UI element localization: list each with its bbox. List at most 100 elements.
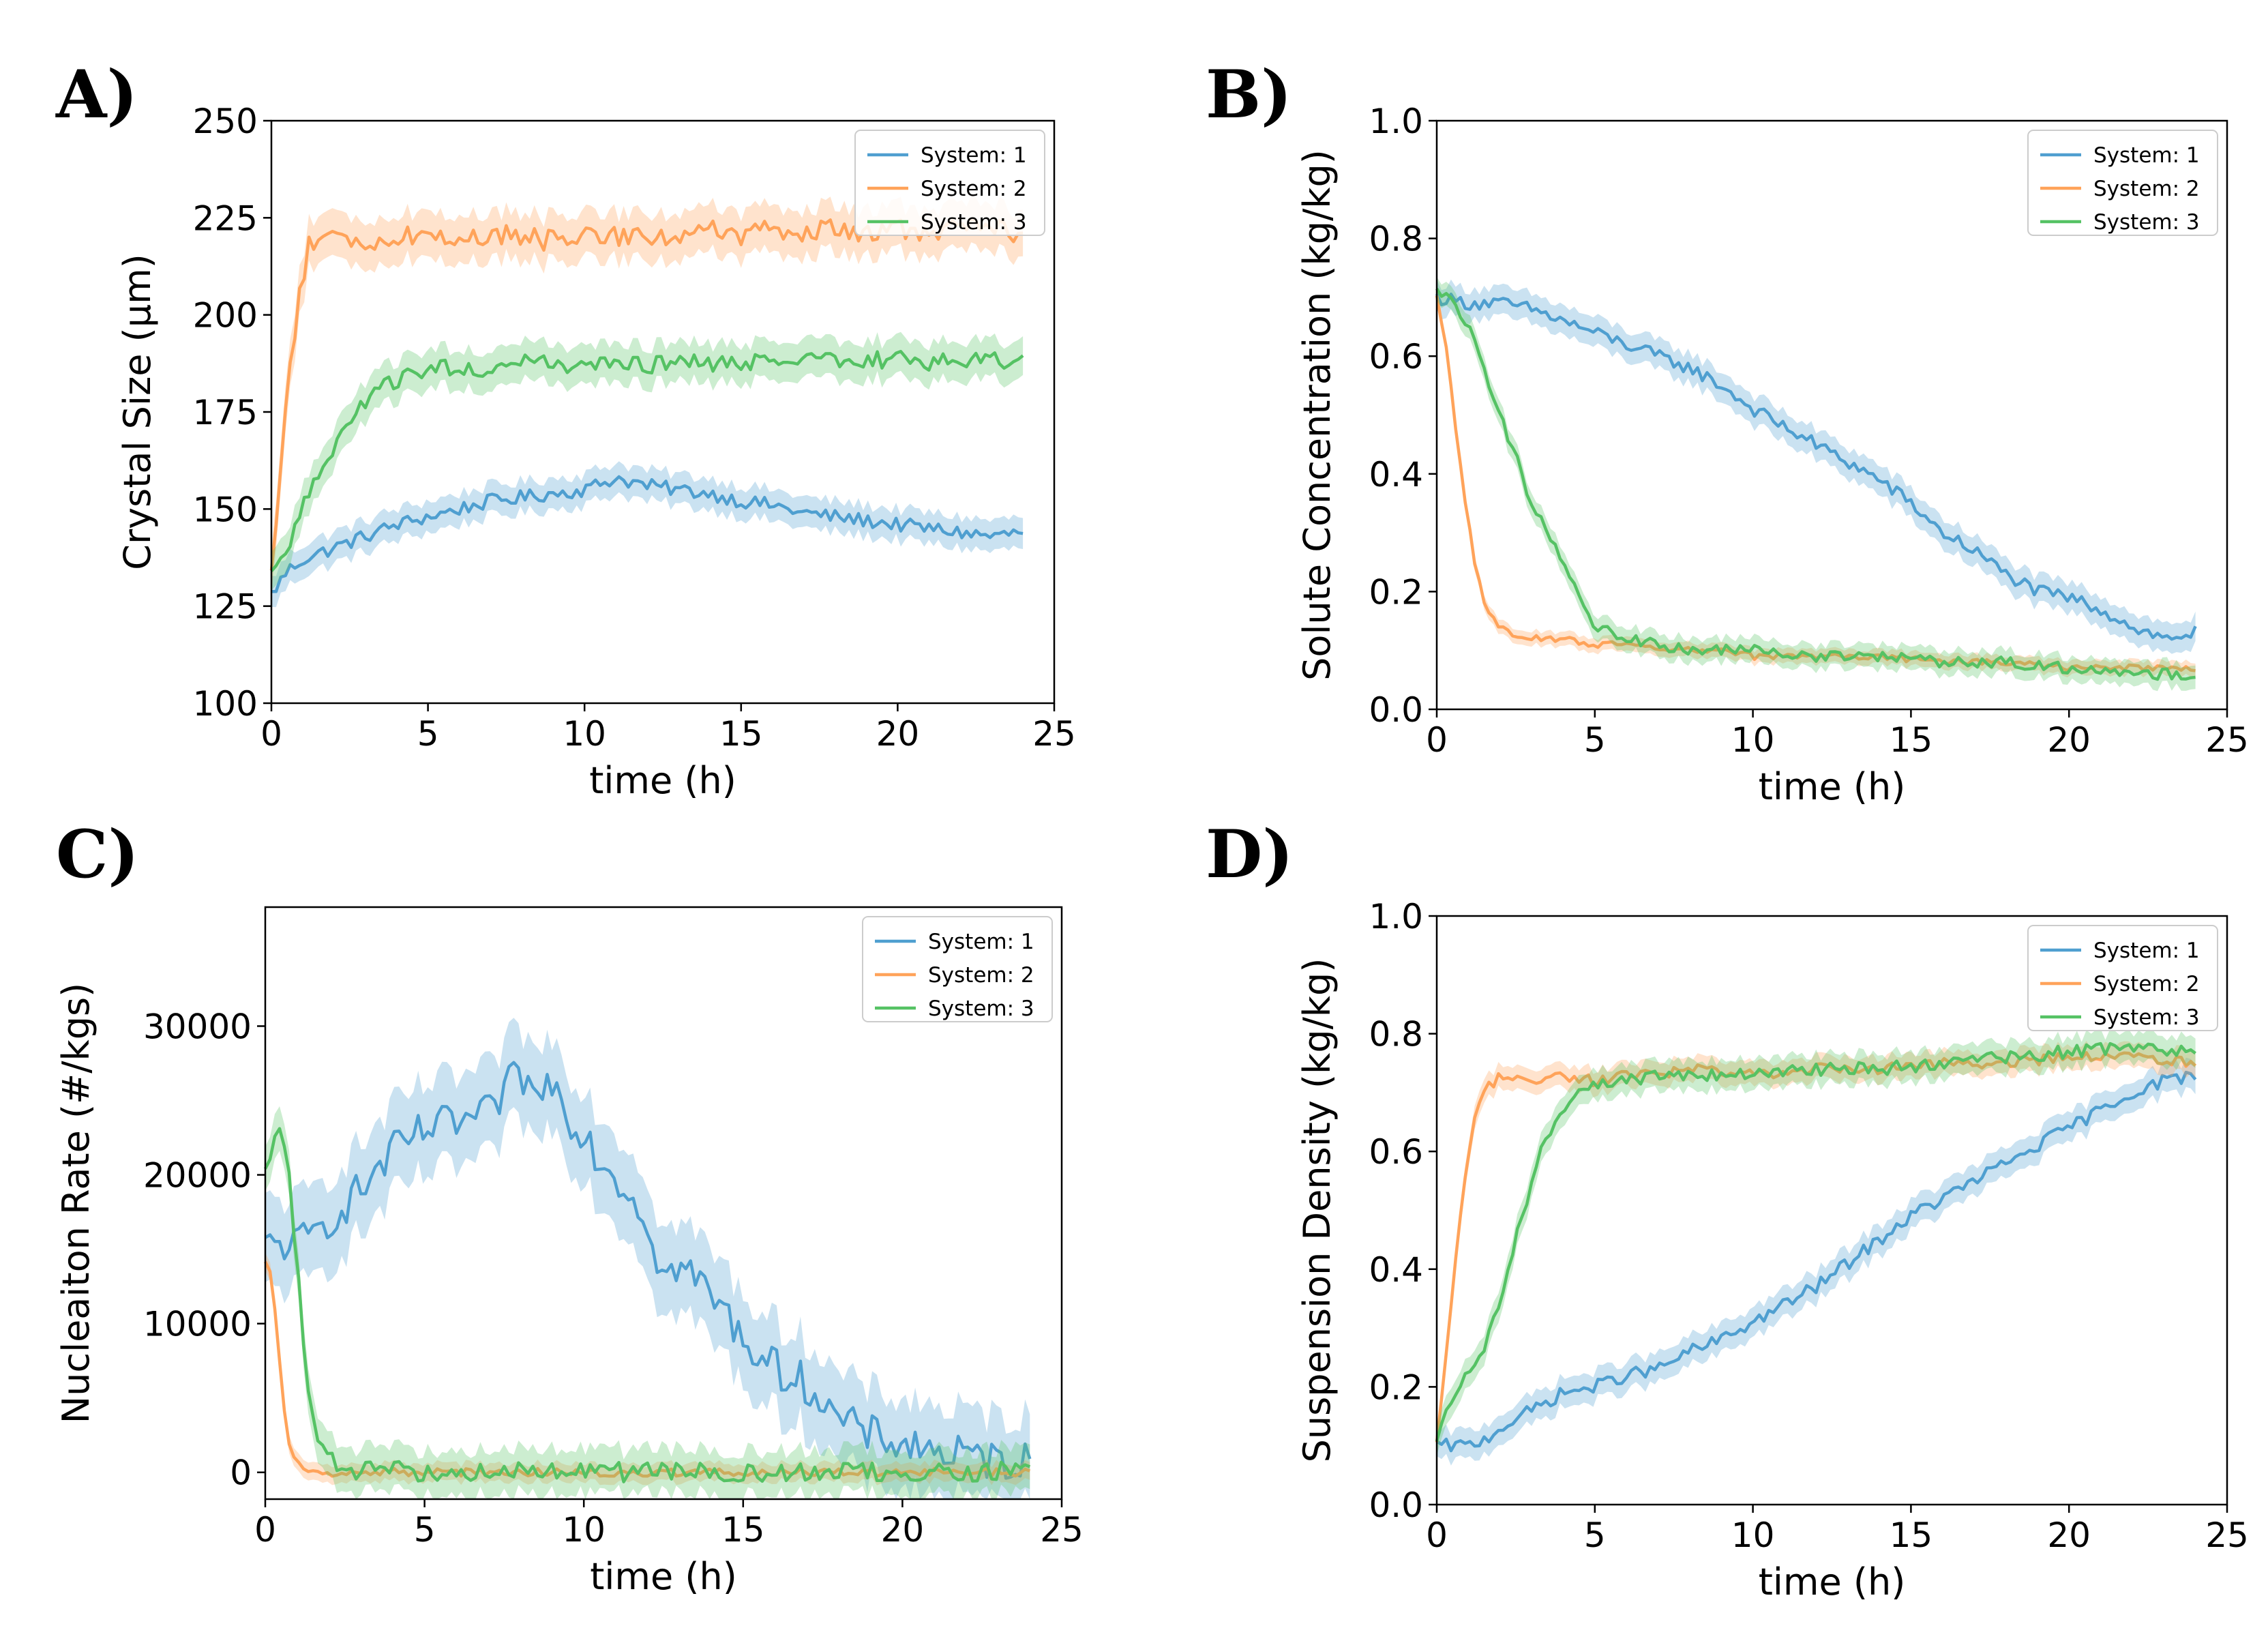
x-tick-label: 10 xyxy=(563,714,606,754)
x-tick-label: 5 xyxy=(414,1510,436,1550)
y-tick-label: 0.6 xyxy=(1369,1132,1423,1172)
y-tick-label: 225 xyxy=(193,198,258,238)
x-tick-label: 25 xyxy=(2205,1516,2249,1555)
y-tick-label: 0.2 xyxy=(1369,572,1423,612)
y-tick-label: 250 xyxy=(193,102,258,141)
series-band-1 xyxy=(1437,1057,2196,1466)
x-tick-label: 15 xyxy=(719,714,763,754)
chart-panel-d: 0 5 10 15 20 25 0.0 0.2 0.4 0.6 0.8 1.0 time (h) Susp… xyxy=(1296,897,2249,1603)
legend-box xyxy=(854,130,1045,236)
y-tick-label: 1.0 xyxy=(1369,102,1423,141)
series-band-2 xyxy=(1437,289,2196,678)
x-tick-label: 20 xyxy=(881,1510,925,1550)
x-tick-label: 10 xyxy=(1731,720,1775,760)
panel-label-d: D) xyxy=(1206,816,1294,893)
y-tick-label: 175 xyxy=(193,393,258,432)
x-tick-label: 5 xyxy=(1584,720,1606,760)
x-axis-label: time (h) xyxy=(589,759,736,802)
series-band-1 xyxy=(265,1018,1030,1499)
y-axis-label: Nucleaiton Rate (#/kgs) xyxy=(55,983,98,1423)
y-tick-label: 125 xyxy=(193,587,258,627)
x-axis-label: time (h) xyxy=(1759,1561,1906,1603)
chart-panel-b: 0 5 10 15 20 25 0.0 0.2 0.4 0.6 0.8 1.0 time (h) Solu… xyxy=(1296,102,2249,808)
y-tick-label: 0.8 xyxy=(1369,1015,1423,1054)
series-line-1 xyxy=(271,475,1024,593)
legend: System: 1 System: 2 System: 3 xyxy=(854,130,1045,236)
series-line-3 xyxy=(1435,1041,2196,1442)
series-line-2 xyxy=(1435,295,2196,672)
y-tick-label: 150 xyxy=(193,490,258,529)
y-tick-label: 0.6 xyxy=(1369,337,1423,376)
x-tick-label: 20 xyxy=(2047,720,2091,760)
series-band-3 xyxy=(265,1106,1030,1499)
series-line-1 xyxy=(1435,293,2197,641)
series-band-1 xyxy=(1437,279,2196,654)
x-tick-label: 5 xyxy=(1584,1516,1606,1555)
x-tick-label: 25 xyxy=(1040,1510,1084,1550)
legend-box xyxy=(2027,925,2218,1031)
legend-entry-3: System: 3 xyxy=(2093,210,2200,235)
x-axis-label: time (h) xyxy=(590,1555,737,1598)
series-line-3 xyxy=(263,1127,1031,1483)
y-tick-label: 0.0 xyxy=(1369,1485,1423,1525)
series-line-1 xyxy=(264,1061,1032,1480)
series-band-1 xyxy=(271,461,1024,608)
series-line-3 xyxy=(270,350,1024,572)
plot-frame xyxy=(264,906,1063,1500)
x-tick-label: 20 xyxy=(2047,1516,2091,1555)
series-line-3 xyxy=(1435,288,2196,681)
series-band-3 xyxy=(271,331,1024,591)
y-tick-label: 0 xyxy=(230,1453,252,1493)
legend-entry-3: System: 3 xyxy=(928,996,1034,1021)
legend-entry-3: System: 3 xyxy=(921,210,1027,235)
y-tick-label: 1.0 xyxy=(1369,897,1423,936)
y-tick-label: 10000 xyxy=(143,1305,252,1344)
panel-label-a: A) xyxy=(55,56,138,133)
series-line-1 xyxy=(1435,1070,2197,1453)
x-tick-label: 15 xyxy=(721,1510,765,1550)
legend-entry-2: System: 2 xyxy=(2093,972,2200,996)
series-band-2 xyxy=(265,1252,1030,1485)
legend-box xyxy=(862,916,1053,1022)
y-tick-label: 200 xyxy=(193,296,258,336)
legend-entry-1: System: 1 xyxy=(921,143,1027,168)
legend-entry-2: System: 2 xyxy=(2093,177,2200,201)
x-tick-label: 0 xyxy=(1426,1516,1448,1555)
legend-entry-1: System: 1 xyxy=(928,930,1034,954)
y-tick-label: 20000 xyxy=(143,1156,252,1196)
y-tick-label: 0.8 xyxy=(1369,220,1423,259)
x-tick-label: 25 xyxy=(1032,714,1076,754)
y-tick-label: 100 xyxy=(193,684,258,724)
legend-entry-2: System: 2 xyxy=(928,963,1034,988)
panel-label-b: B) xyxy=(1206,56,1292,133)
y-tick-label: 30000 xyxy=(143,1007,252,1046)
y-axis-label: Solute Concentration (kg/kg) xyxy=(1296,149,1339,681)
y-tick-label: 0.4 xyxy=(1369,455,1423,494)
x-tick-label: 10 xyxy=(1731,1516,1775,1555)
legend: System: 1 System: 2 System: 3 xyxy=(2027,130,2218,236)
y-axis-label: Crystal Size (μm) xyxy=(116,254,159,570)
plot-frame xyxy=(1435,915,2228,1506)
x-tick-label: 15 xyxy=(1890,720,1933,760)
x-tick-label: 20 xyxy=(876,714,920,754)
legend: System: 1 System: 2 System: 3 xyxy=(862,916,1053,1022)
series-band-3 xyxy=(1437,276,2196,692)
x-tick-label: 0 xyxy=(254,1510,276,1550)
x-tick-label: 25 xyxy=(2205,720,2249,760)
x-tick-label: 0 xyxy=(260,714,282,754)
x-axis-label: time (h) xyxy=(1759,765,1906,808)
y-tick-label: 0.2 xyxy=(1369,1368,1423,1407)
legend-entry-2: System: 2 xyxy=(921,177,1027,201)
x-tick-label: 0 xyxy=(1426,720,1448,760)
x-tick-label: 5 xyxy=(417,714,439,754)
series-band-2 xyxy=(1437,1041,2196,1454)
legend: System: 1 System: 2 System: 3 xyxy=(2027,925,2218,1031)
legend-entry-1: System: 1 xyxy=(2093,938,2200,963)
chart-panel-a: 0 5 10 15 20 25 100 125 150 175 200 225 250 time (h) C… xyxy=(116,102,1076,802)
y-tick-label: 0.4 xyxy=(1369,1250,1423,1290)
y-axis-label: Suspension Density (kg/kg) xyxy=(1296,958,1339,1463)
legend-entry-3: System: 3 xyxy=(2093,1005,2200,1030)
y-tick-label: 0.0 xyxy=(1369,690,1423,730)
